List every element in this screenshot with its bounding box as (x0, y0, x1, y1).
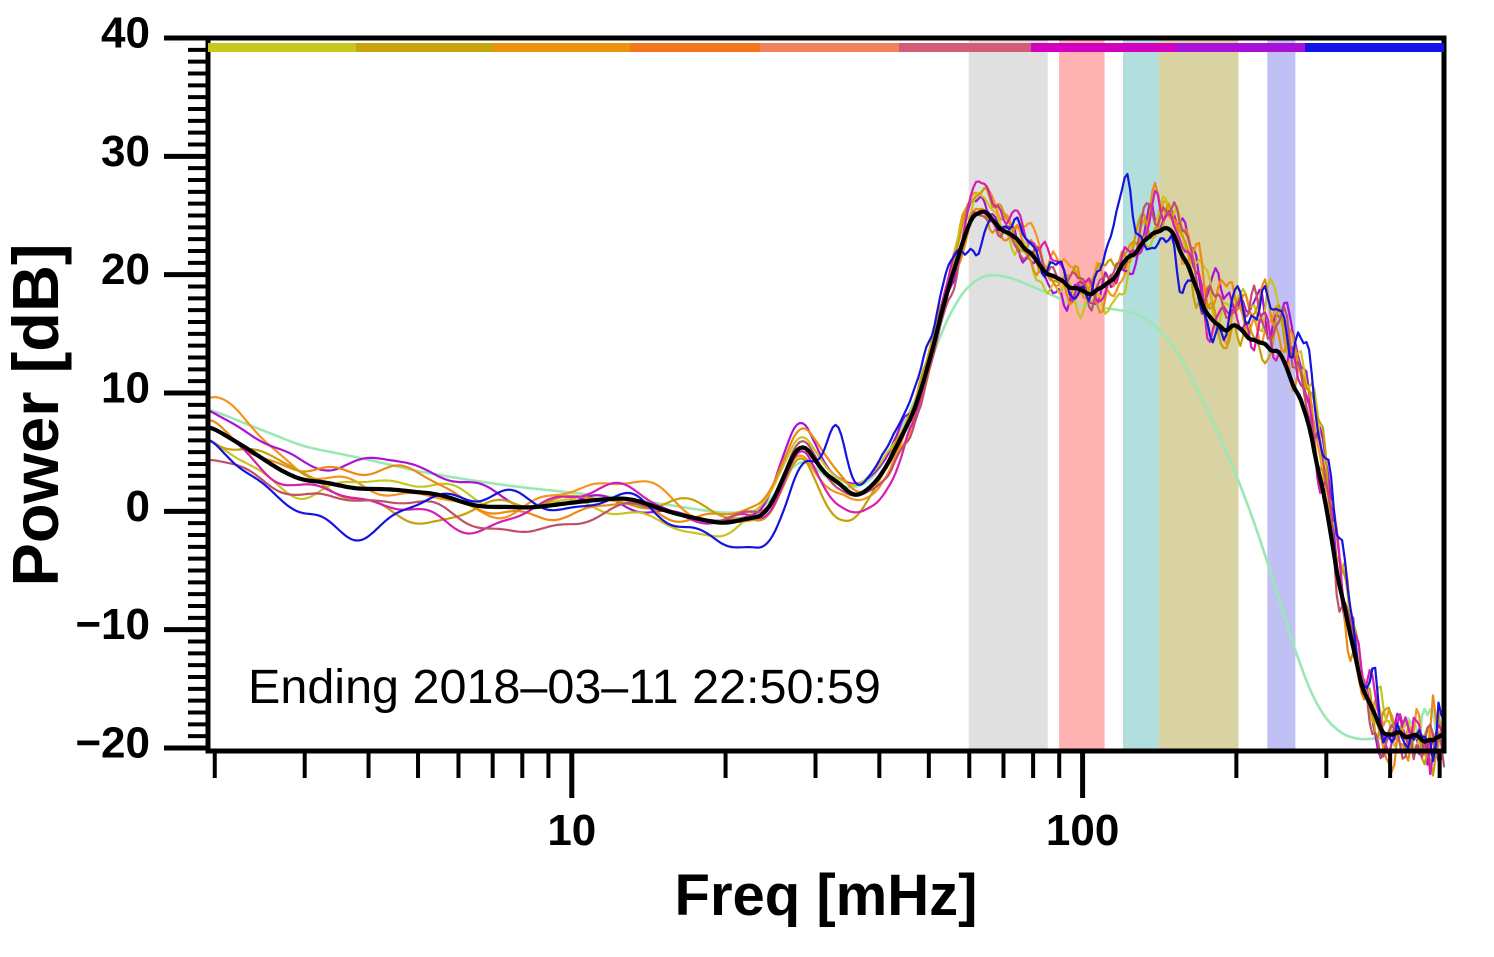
svg-text:100: 100 (1046, 806, 1119, 855)
svg-text:−20: −20 (75, 719, 150, 768)
svg-text:30: 30 (101, 127, 150, 176)
svg-text:40: 40 (101, 9, 150, 58)
svg-text:Power [dB]: Power [dB] (0, 243, 72, 586)
svg-text:10: 10 (101, 364, 150, 413)
svg-text:0: 0 (126, 482, 150, 531)
svg-text:Ending 2018–03–11 22:50:59: Ending 2018–03–11 22:50:59 (248, 660, 881, 714)
svg-text:Freq [mHz]: Freq [mHz] (675, 863, 978, 928)
svg-text:10: 10 (547, 806, 596, 855)
svg-text:20: 20 (101, 245, 150, 294)
svg-text:−10: −10 (75, 600, 150, 649)
